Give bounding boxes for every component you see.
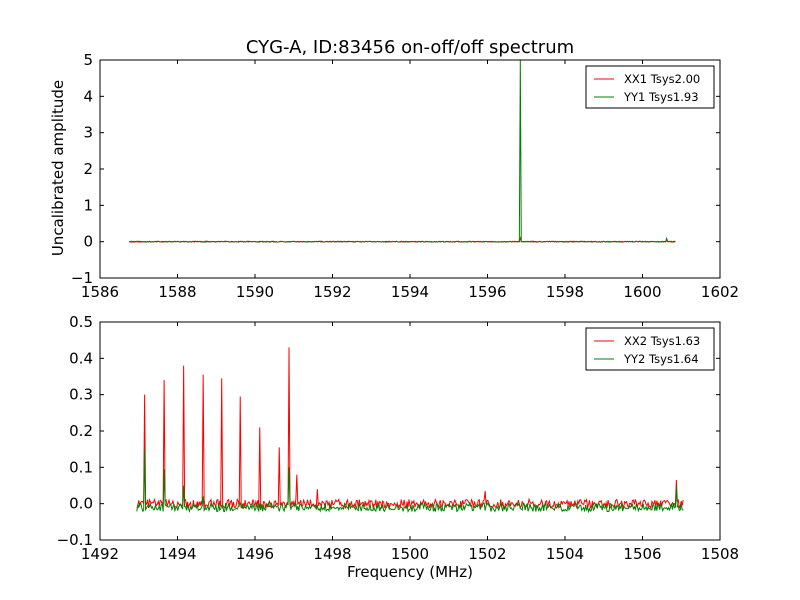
plot-area-0 <box>128 60 676 243</box>
x-tick-label-1-7: 1506 <box>623 545 661 563</box>
top-y-axis-label: Uncalibrated amplitude <box>49 80 67 256</box>
y-tick-label-0-6: 5 <box>83 51 93 69</box>
y-tick-label-1-3: 0.2 <box>69 422 93 440</box>
x-tick-label-0-6: 1598 <box>546 283 584 301</box>
x-tick-label-1-3: 1498 <box>313 545 351 563</box>
legend-label-0-0: XX1 Tsys2.00 <box>624 72 700 86</box>
series-line-0-1 <box>128 60 676 243</box>
y-tick-label-1-5: 0.4 <box>69 349 93 367</box>
legend-label-0-1: YY1 Tsys1.93 <box>623 90 699 104</box>
x-tick-label-0-3: 1592 <box>313 283 351 301</box>
x-tick-label-0-1: 1588 <box>158 283 196 301</box>
top-plot-panel: 1586 1588 1590 1592 1594 1596 1598 1600 1602 −1 0 1… <box>71 51 739 301</box>
y-tick-label-0-4: 3 <box>83 124 93 142</box>
x-tick-label-1-5: 1502 <box>468 545 506 563</box>
y-tick-label-0-3: 2 <box>83 160 93 178</box>
y-tick-label-1-6: 0.5 <box>69 313 93 331</box>
x-tick-label-0-0: 1586 <box>81 283 119 301</box>
x-tick-label-1-2: 1496 <box>236 545 274 563</box>
legend-label-1-1: YY2 Tsys1.64 <box>623 352 699 366</box>
x-tick-label-0-8: 1602 <box>701 283 739 301</box>
x-tick-label-1-0: 1492 <box>81 545 119 563</box>
legend-box-0 <box>585 65 715 109</box>
x-tick-label-0-4: 1594 <box>391 283 429 301</box>
y-tick-label-1-2: 0.1 <box>69 458 93 476</box>
y-tick-label-0-0: −1 <box>71 269 93 287</box>
y-tick-label-1-1: 0.0 <box>69 495 93 513</box>
legend-1: XX2 Tsys1.63 YY2 Tsys1.64 <box>585 327 715 371</box>
x-tick-label-1-8: 1508 <box>701 545 739 563</box>
y-tick-label-0-2: 1 <box>83 196 93 214</box>
plot-area-1 <box>136 347 684 514</box>
x-tick-label-1-4: 1500 <box>391 545 429 563</box>
legend-label-1-0: XX2 Tsys1.63 <box>624 334 700 348</box>
bottom-plot-panel: 1492 1494 1496 1498 1500 1502 1504 1506 1508 −0.1… <box>57 313 740 563</box>
y-tick-label-1-4: 0.3 <box>69 386 93 404</box>
y-tick-label-1-0: −0.1 <box>57 531 93 549</box>
legend-0: XX1 Tsys2.00 YY1 Tsys1.93 <box>585 65 715 109</box>
chart-title: CYG-A, ID:83456 on-off/off spectrum <box>246 37 574 58</box>
x-tick-label-1-6: 1504 <box>546 545 584 563</box>
series-line-1-0 <box>136 347 684 510</box>
bottom-x-axis-label: Frequency (MHz) <box>347 563 473 581</box>
x-tick-label-0-5: 1596 <box>468 283 506 301</box>
series-line-1-1 <box>136 449 684 514</box>
x-tick-label-0-2: 1590 <box>236 283 274 301</box>
x-tick-label-0-7: 1600 <box>623 283 661 301</box>
y-tick-label-0-1: 0 <box>83 233 93 251</box>
legend-box-1 <box>585 327 715 371</box>
y-tick-label-0-5: 4 <box>83 87 93 105</box>
x-tick-label-1-1: 1494 <box>158 545 196 563</box>
